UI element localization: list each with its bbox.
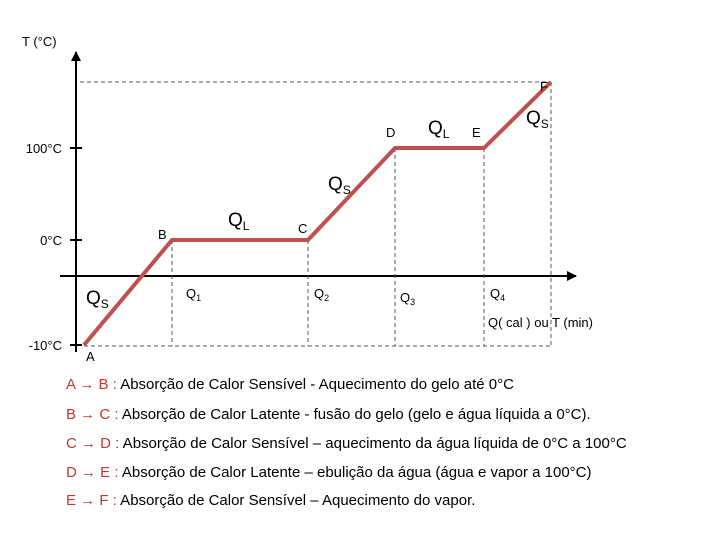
legend-item-de: D → E : Absorção de Calor Latente – ebul… (66, 464, 592, 481)
y-tick-label: 100°C (26, 141, 62, 156)
legend-text: Absorção de Calor Latente - fusão do gel… (118, 406, 591, 423)
legend-segment: A → B : (66, 376, 117, 393)
y-tick-label: 0°C (40, 233, 62, 248)
x-tick-label: Q4 (490, 286, 505, 303)
point-label-b: B (158, 227, 167, 242)
legend-segment: C → D : (66, 435, 120, 452)
legend-item-ab: A → B : Absorção de Calor Sensível - Aqu… (66, 376, 514, 393)
segment-heat-label: QL (228, 210, 250, 233)
segment-heat-label: QS (526, 108, 549, 131)
legend-text: Absorção de Calor Sensível – aquecimento… (119, 435, 627, 452)
point-label-a: A (86, 349, 95, 364)
legend-segment: D → E : (66, 464, 119, 481)
point-label-c: C (298, 221, 307, 236)
point-label-d: D (386, 125, 395, 140)
x-axis-title: Q( cal ) ou T (min) (488, 315, 593, 330)
segment-heat-label: QL (428, 118, 450, 141)
legend-item-bc: B → C : Absorção de Calor Latente - fusã… (66, 406, 591, 423)
x-tick-label: Q1 (186, 286, 201, 303)
legend-item-ef: E → F : Absorção de Calor Sensível – Aqu… (66, 492, 475, 509)
segment-heat-label: QS (86, 288, 109, 311)
heating-curve-line (82, 80, 553, 347)
x-tick-label: Q3 (400, 290, 415, 307)
segment-heat-label: QS (328, 174, 351, 197)
legend-segment: E → F : (66, 492, 117, 509)
legend-text: Absorção de Calor Sensível – Aquecimento… (116, 492, 476, 509)
legend-text: Absorção de Calor Latente – ebulição da … (118, 464, 592, 481)
heating-curve-chart: T (°C) Q( cal ) ou T (min) 100°C 0°C -10°C… (22, 34, 593, 364)
x-tick-label: Q2 (314, 286, 329, 303)
legend-segment: B → C : (66, 406, 119, 423)
point-label-e: E (472, 125, 481, 140)
y-axis-title: T (°C) (22, 34, 57, 49)
legend-text: Absorção de Calor Sensível - Aquecimento… (116, 376, 514, 393)
legend-item-cd: C → D : Absorção de Calor Sensível – aqu… (66, 435, 627, 452)
y-tick-label: -10°C (29, 338, 62, 353)
point-label-f: F (540, 79, 548, 94)
